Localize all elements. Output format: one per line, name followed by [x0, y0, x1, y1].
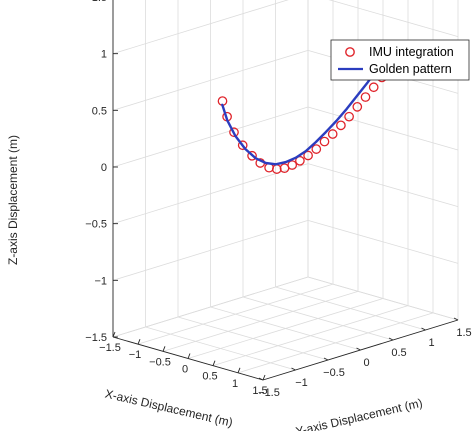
series-point-imu-integration	[247, 150, 257, 161]
floor-grid-line-y	[275, 286, 426, 331]
y-tick-mark	[356, 347, 361, 351]
y-axis-label: Y-axis Displacement (m)	[294, 396, 423, 431]
legend: IMU integration Golden pattern	[330, 39, 470, 81]
y-tick-mark	[291, 367, 296, 371]
x-tick-label: −1	[129, 349, 142, 361]
x-tick-label: 0	[182, 364, 188, 376]
x-tick-mark	[112, 331, 116, 338]
series-point-imu-integration	[336, 120, 346, 131]
series-point-imu-integration	[319, 136, 330, 147]
series-point-imu-integration	[229, 127, 239, 138]
z-tick-label: −1	[94, 275, 107, 287]
legend-label-golden: Golden pattern	[369, 62, 452, 76]
x-tick-label: −0.5	[149, 356, 171, 368]
series-point-imu-integration	[303, 150, 313, 161]
series-point-imu-integration	[368, 82, 379, 93]
y-tick-label: −1.5	[258, 387, 280, 399]
series-line-golden-pattern	[221, 53, 390, 166]
series-point-imu-integration	[360, 92, 371, 102]
series-point-imu-integration	[237, 140, 248, 151]
x-tick-label: 0.5	[202, 371, 217, 383]
x-tick-label: 1	[232, 378, 238, 390]
y-tick-label: 0	[363, 357, 369, 369]
wall-x-grid-horizontal	[112, 0, 289, 55]
legend-marker-imu	[345, 47, 355, 57]
legend-box	[330, 39, 470, 81]
y-tick-mark	[323, 357, 329, 361]
z-tick-label: 0.5	[92, 105, 107, 117]
z-tick-label: −1.5	[85, 332, 107, 344]
series-point-imu-integration	[352, 102, 363, 112]
series-point-imu-integration	[344, 111, 354, 122]
y-tick-label: −1	[295, 377, 308, 389]
wall-y-grid-horizontal	[328, 0, 459, 38]
series-point-imu-integration	[311, 144, 322, 154]
y-tick-mark	[453, 317, 459, 321]
x-tick-label: 1.5	[252, 385, 267, 397]
y-tick-label: 0.5	[391, 347, 406, 359]
y-tick-label: 1	[428, 337, 434, 349]
z-tick-label: 1.5	[92, 0, 107, 4]
x-axis-label: X-axis Displacement (m)	[104, 387, 235, 430]
z-tick-label: −0.5	[85, 219, 107, 231]
z-axis-label: Z-axis Displacement (m)	[6, 135, 20, 265]
y-tick-mark	[421, 327, 426, 331]
z-tick-label: 0	[101, 162, 107, 174]
y-tick-label: 1.5	[456, 327, 471, 339]
y-tick-mark	[388, 337, 394, 341]
tick-labels: −1.5−1−0.500.511.5−1.5−1−0.500.511.5−1.5…	[85, 0, 471, 399]
x-tick-label: −1.5	[99, 342, 121, 354]
series-point-imu-integration	[295, 155, 305, 166]
y-tick-label: −0.5	[323, 367, 345, 379]
y-tick-mark	[258, 377, 264, 381]
x-tick-mark	[187, 353, 191, 359]
x-tick-mark	[262, 374, 266, 381]
series-point-imu-integration	[287, 160, 298, 170]
x-tick-mark	[162, 346, 166, 352]
x-tick-mark	[237, 367, 241, 374]
series-point-imu-integration	[327, 129, 338, 139]
x-tick-mark	[137, 338, 141, 345]
legend-label-imu: IMU integration	[369, 45, 454, 59]
z-tick-label: 1	[101, 49, 107, 61]
axes-layer	[112, 0, 459, 381]
x-tick-mark	[212, 360, 216, 366]
